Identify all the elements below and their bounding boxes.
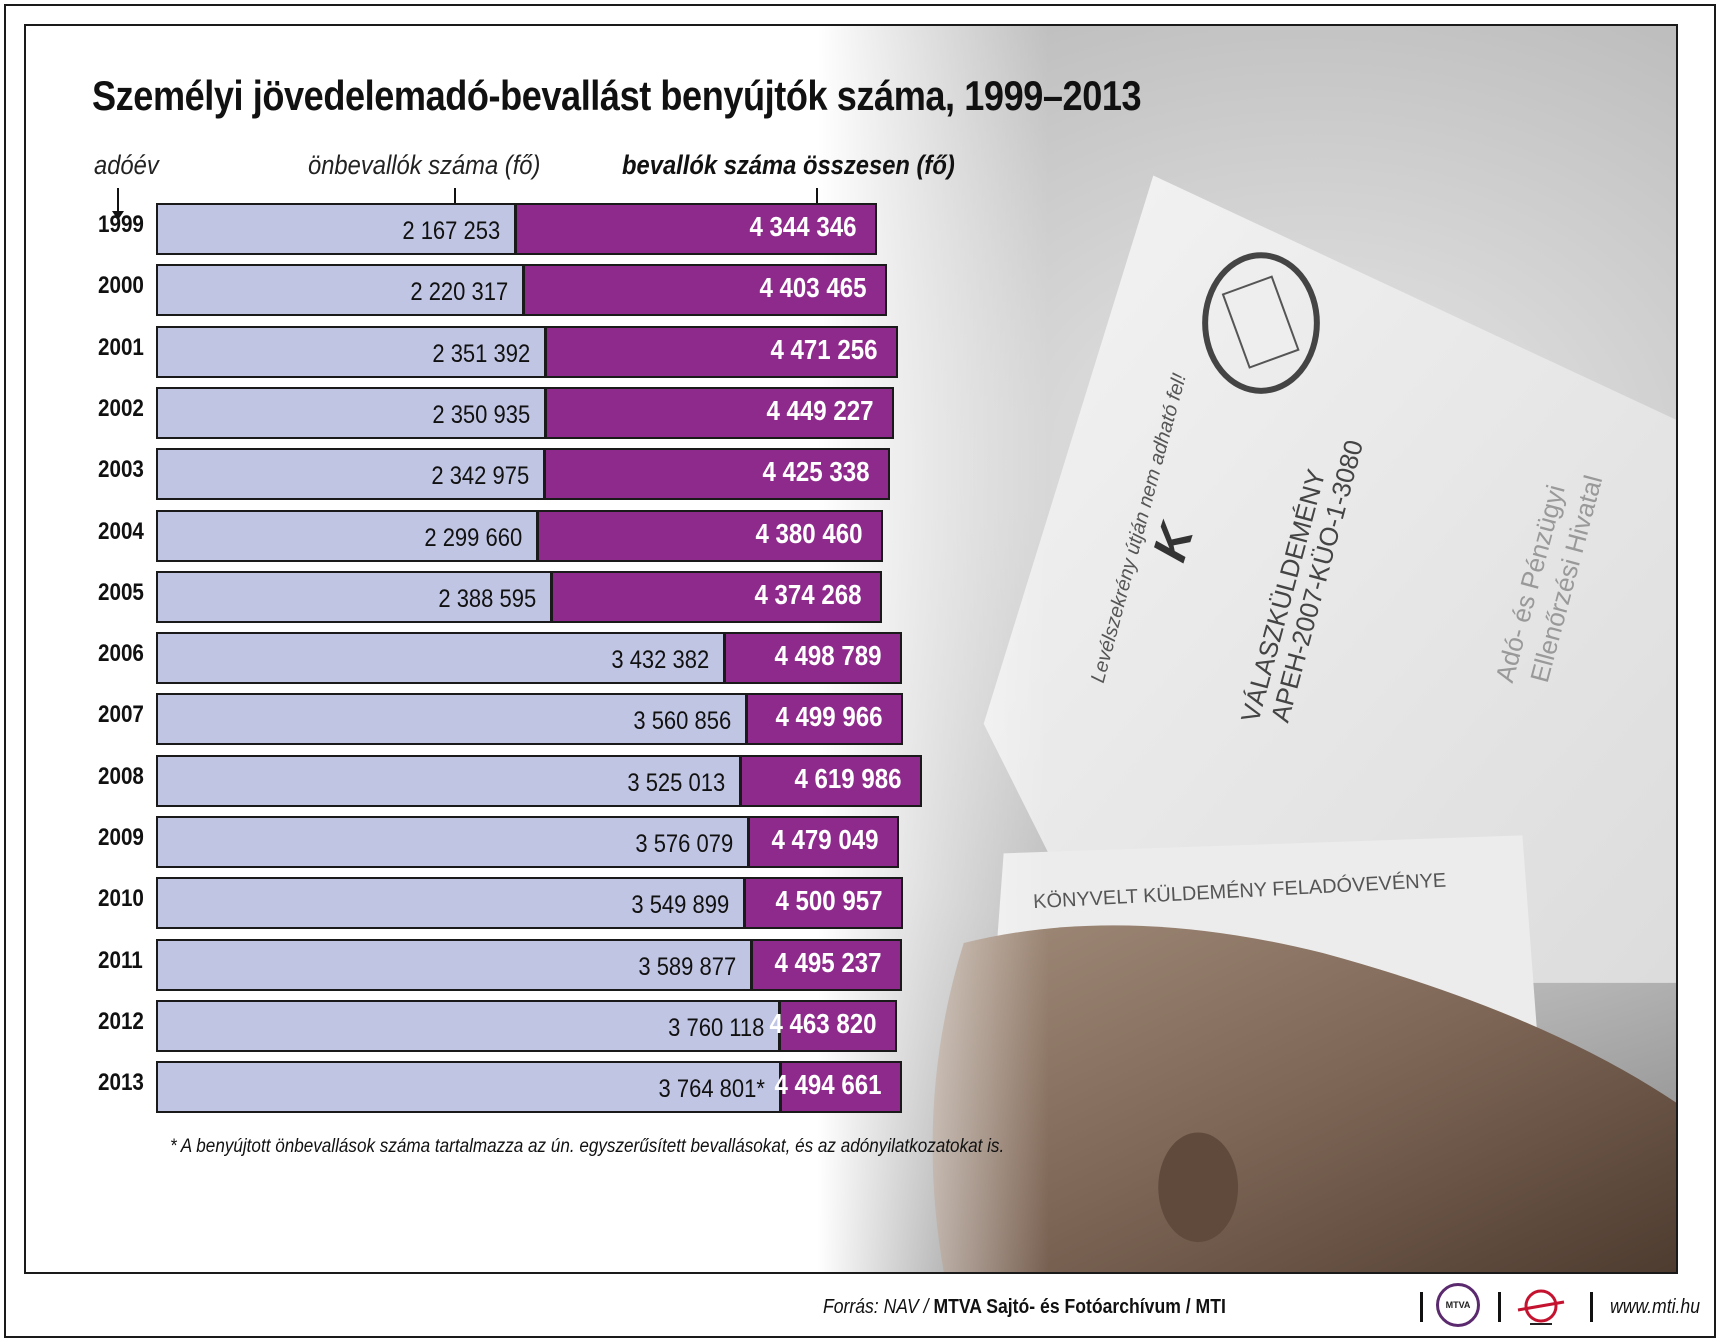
divider: [1498, 1292, 1501, 1322]
self-filers-bar: [156, 816, 749, 868]
year-label: 2011: [98, 947, 143, 974]
total-filers-value-label: 4 498 789: [774, 640, 882, 671]
bar-chart: 1999 2 167 253 4 344 346 2000 2 220 317 4 403…: [26, 26, 1676, 1272]
self-filers-bar: [156, 1000, 780, 1052]
year-label: 2006: [98, 640, 144, 667]
year-label: 2007: [98, 701, 144, 728]
total-filers-bar: [745, 877, 903, 929]
total-filers-bar: [524, 264, 887, 316]
self-filers-value-label: 3 764 801*: [658, 1075, 765, 1103]
total-filers-value-label: 4 463 820: [769, 1008, 877, 1039]
column-header-year: adóév: [94, 150, 159, 180]
total-filers-value-label: 4 403 465: [759, 272, 867, 303]
total-filers-bar: [752, 939, 902, 991]
year-label: 2002: [98, 395, 144, 422]
year-label: 2008: [98, 763, 144, 790]
total-filers-value-label: 4 500 957: [775, 885, 883, 916]
self-filers-bar: [156, 1061, 781, 1113]
total-filers-bar: [747, 693, 903, 745]
self-filers-value-label: 3 760 118: [667, 1014, 764, 1042]
self-filers-value-label: 3 432 382: [611, 646, 709, 674]
total-filers-value-label: 4 374 268: [754, 579, 862, 610]
self-filers-bar: [156, 939, 752, 991]
source-credit: Forrás: NAV / MTVA Sajtó- és Fotóarchívu…: [823, 1296, 1226, 1319]
total-filers-value-label: 4 344 346: [749, 211, 857, 242]
source-agency: MTVA Sajtó- és Fotóarchívum / MTI: [933, 1296, 1226, 1318]
year-label: 2012: [98, 1008, 144, 1035]
total-filers-bar: [749, 816, 899, 868]
source-prefix: Forrás: NAV /: [823, 1296, 934, 1318]
total-filers-bar: [546, 326, 898, 378]
total-filers-value-label: 4 494 661: [774, 1069, 882, 1100]
total-filers-value-label: 4 499 966: [775, 701, 883, 732]
self-filers-bar: [156, 571, 552, 623]
self-filers-bar: [156, 755, 741, 807]
year-label: 2000: [98, 272, 144, 299]
total-filers-bar: [725, 632, 902, 684]
self-filers-value-label: 2 351 392: [432, 340, 530, 368]
self-filers-value-label: 2 350 935: [432, 401, 530, 429]
self-filers-bar: [156, 510, 538, 562]
total-filers-bar: [516, 203, 877, 255]
infographic-frame: K VÁLASZKÜLDEMÉNY APEH-2007-KÜO-1-3080 L…: [4, 4, 1716, 1338]
total-filers-bar: [538, 510, 883, 562]
year-label: 2005: [98, 579, 144, 606]
website-link[interactable]: www.mti.hu: [1610, 1296, 1700, 1318]
self-filers-value-label: 3 560 856: [633, 707, 731, 735]
total-filers-value-label: 4 449 227: [766, 395, 874, 426]
self-filers-value-label: 3 576 079: [635, 830, 733, 858]
total-filers-value-label: 4 471 256: [770, 334, 878, 365]
year-label: 2010: [98, 885, 144, 912]
self-filers-value-label: 2 299 660: [424, 524, 522, 552]
self-filers-bar: [156, 264, 524, 316]
divider: [1590, 1292, 1593, 1322]
column-header-total-filers: bevallók száma összesen (fő): [622, 150, 955, 180]
mtva-logo-icon: MTVA: [1436, 1283, 1480, 1327]
column-header-self-filers: önbevallók száma (fő): [308, 150, 541, 180]
self-filers-value-label: 3 549 899: [631, 891, 729, 919]
total-filers-bar: [780, 1000, 897, 1052]
self-filers-value-label: 2 220 317: [410, 278, 508, 306]
footer: Forrás: NAV / MTVA Sajtó- és Fotóarchívu…: [6, 1278, 1714, 1336]
total-filers-value-label: 4 619 986: [794, 763, 902, 794]
arrow-down-icon: [112, 188, 124, 220]
total-filers-value-label: 4 495 237: [774, 947, 882, 978]
self-filers-bar: [156, 877, 745, 929]
self-filers-value-label: 2 388 595: [438, 585, 536, 613]
self-filers-bar: [156, 632, 725, 684]
self-filers-value-label: 3 589 877: [638, 953, 736, 981]
year-label: 2013: [98, 1069, 144, 1096]
total-filers-value-label: 4 479 049: [771, 824, 879, 855]
self-filers-bar: [156, 326, 546, 378]
total-filers-value-label: 4 380 460: [755, 518, 863, 549]
year-label: 2009: [98, 824, 144, 851]
total-filers-value-label: 4 425 338: [762, 456, 870, 487]
footnote: * A benyújtott önbevallások száma tartal…: [170, 1136, 1005, 1157]
mti-logo-icon: [1517, 1289, 1565, 1325]
total-filers-bar: [741, 755, 922, 807]
total-filers-bar: [552, 571, 882, 623]
total-filers-bar: [781, 1061, 902, 1113]
total-filers-bar: [545, 448, 890, 500]
chart-panel: K VÁLASZKÜLDEMÉNY APEH-2007-KÜO-1-3080 L…: [24, 24, 1678, 1274]
year-label: 1999: [98, 211, 144, 238]
chart-title: Személyi jövedelemadó-bevallást benyújtó…: [92, 72, 1142, 119]
self-filers-bar: [156, 203, 516, 255]
self-filers-value-label: 2 167 253: [402, 217, 500, 245]
year-label: 2001: [98, 334, 144, 361]
self-filers-bar: [156, 693, 747, 745]
total-filers-bar: [546, 387, 894, 439]
self-filers-value-label: 3 525 013: [627, 769, 725, 797]
year-label: 2003: [98, 456, 144, 483]
self-filers-bar: [156, 387, 546, 439]
self-filers-value-label: 2 342 975: [431, 462, 529, 490]
self-filers-bar: [156, 448, 545, 500]
mtva-logo-text: MTVA: [1445, 1300, 1471, 1310]
divider: [1420, 1292, 1423, 1322]
year-label: 2004: [98, 518, 144, 545]
